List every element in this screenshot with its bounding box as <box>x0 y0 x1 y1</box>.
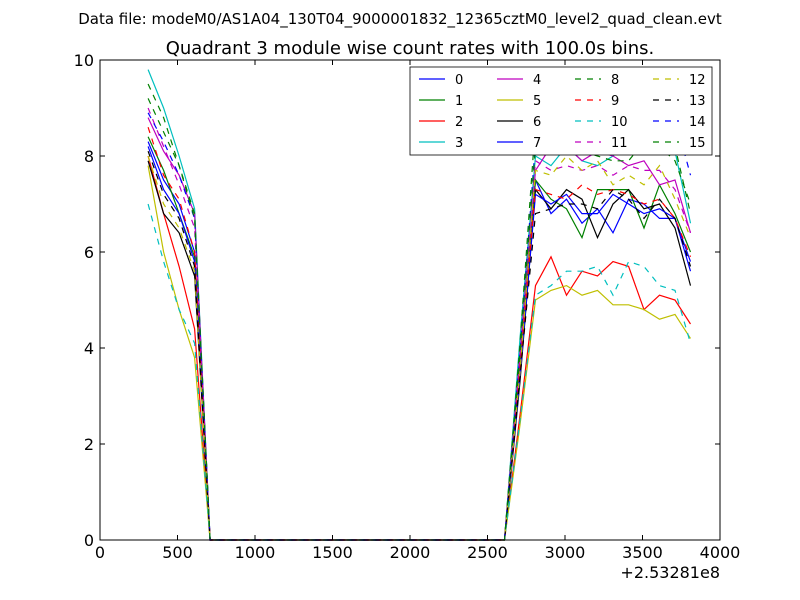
legend-label-4: 4 <box>533 73 541 88</box>
series-line-9 <box>147 127 692 541</box>
legend-label-13: 13 <box>689 94 706 109</box>
data-file-title: Data file: modeM0/AS1A04_130T04_90000018… <box>78 10 722 29</box>
legend-label-1: 1 <box>455 94 463 109</box>
legend-label-15: 15 <box>689 136 706 151</box>
x-tick-label: 1000 <box>235 543 276 562</box>
chart-title: Quadrant 3 module wise count rates with … <box>166 38 655 59</box>
legend-label-6: 6 <box>533 115 541 130</box>
x-tick-label: 2000 <box>390 543 431 562</box>
legend-label-7: 7 <box>533 136 541 151</box>
x-offset-label: +2.53281e8 <box>620 563 720 582</box>
y-tick-label: 4 <box>84 339 94 358</box>
legend-label-0: 0 <box>455 73 463 88</box>
legend-label-14: 14 <box>689 115 706 130</box>
x-tick-label: 3500 <box>622 543 663 562</box>
legend-box <box>409 66 713 156</box>
x-tick-label: 500 <box>162 543 193 562</box>
x-tick-label: 4000 <box>700 543 741 562</box>
y-tick-label: 6 <box>84 243 94 262</box>
x-tick-label: 2500 <box>467 543 508 562</box>
legend-label-5: 5 <box>533 94 541 109</box>
x-tick-label: 0 <box>95 543 105 562</box>
y-tick-label: 2 <box>84 435 94 454</box>
legend-label-11: 11 <box>611 136 628 151</box>
y-tick-label: 8 <box>84 147 94 166</box>
x-tick-label: 3000 <box>545 543 586 562</box>
legend-label-8: 8 <box>611 73 619 88</box>
legend-label-9: 9 <box>611 94 619 109</box>
y-tick-label: 0 <box>84 531 94 550</box>
legend-label-2: 2 <box>455 115 463 130</box>
legend-label-10: 10 <box>611 115 628 130</box>
y-tick-label: 10 <box>74 51 94 70</box>
x-tick-label: 1500 <box>312 543 353 562</box>
legend-label-3: 3 <box>455 136 463 151</box>
legend-label-12: 12 <box>689 73 706 88</box>
